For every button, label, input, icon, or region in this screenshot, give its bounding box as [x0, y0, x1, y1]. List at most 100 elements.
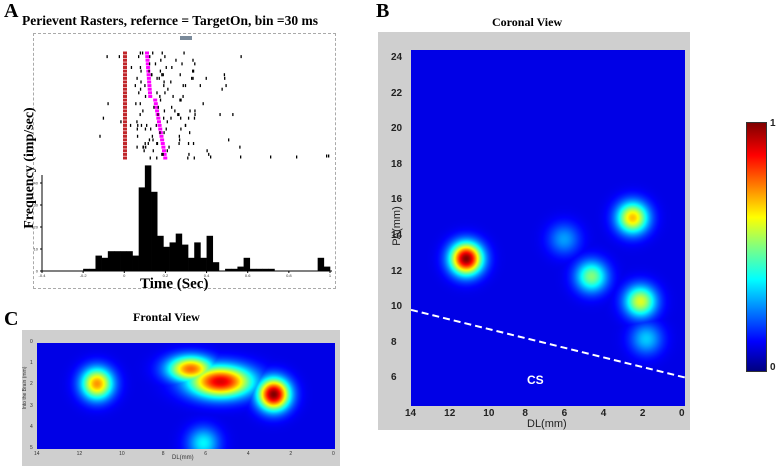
reference-marker: [123, 73, 127, 77]
spike-tick: [138, 91, 140, 95]
panel-a-ylabel: Frequency (imp/sec): [22, 107, 37, 229]
spike-tick: [148, 69, 150, 73]
spike-tick: [224, 76, 226, 80]
spike-tick: [157, 105, 159, 109]
spike-tick: [192, 69, 195, 73]
spike-tick: [153, 105, 155, 109]
response-marker: [163, 156, 168, 160]
spike-tick: [178, 142, 180, 146]
spike-tick: [152, 51, 154, 55]
response-marker: [145, 51, 149, 55]
spike-tick: [136, 134, 139, 138]
reference-marker: [123, 91, 127, 95]
spike-tick: [232, 113, 234, 117]
cs-overlay: CS: [411, 308, 685, 387]
reference-marker: [123, 131, 127, 135]
hist-xtick-label: 0.2: [163, 273, 169, 278]
spike-tick: [159, 69, 162, 73]
hist-bar: [114, 251, 121, 271]
reference-marker: [123, 149, 127, 153]
spike-tick: [187, 142, 190, 146]
response-marker: [154, 105, 159, 109]
response-marker: [162, 149, 167, 153]
spike-tick: [183, 51, 185, 55]
hist-bar: [237, 266, 244, 271]
spike-tick: [192, 76, 194, 80]
panel-a-xlabel: Time (Sec): [140, 276, 209, 292]
coronal-ytick-label: 6: [391, 372, 397, 384]
spike-tick: [139, 113, 141, 117]
spike-tick: [162, 152, 164, 156]
spike-tick: [136, 120, 138, 124]
hist-bar: [262, 268, 269, 271]
hist-bar: [225, 268, 232, 271]
spike-tick: [178, 113, 180, 117]
spike-tick: [184, 123, 187, 127]
spike-tick: [135, 102, 137, 106]
cs-sulcus-line: [411, 308, 685, 379]
coronal-ytick-label: 16: [391, 194, 403, 206]
response-marker: [156, 120, 161, 124]
coronal-ytick-label: 10: [391, 301, 403, 313]
reference-marker: [123, 134, 127, 138]
spike-tick: [210, 155, 212, 159]
response-marker: [157, 123, 162, 127]
response-marker: [158, 127, 163, 131]
spike-tick: [296, 155, 298, 159]
spike-tick: [194, 62, 196, 66]
reference-marker: [123, 94, 127, 98]
hist-bar: [132, 255, 139, 271]
coronal-xtick-label: 14: [405, 408, 417, 419]
spike-tick: [142, 145, 144, 149]
hist-bar: [231, 268, 238, 271]
spike-tick: [187, 116, 190, 120]
spike-tick: [171, 65, 173, 69]
response-marker: [146, 69, 151, 73]
spike-tick: [161, 152, 163, 156]
spike-tick: [240, 55, 242, 59]
hist-bar: [243, 257, 251, 271]
spike-tick: [156, 156, 158, 160]
spike-tick: [194, 109, 196, 113]
spike-tick: [193, 116, 196, 120]
frontal-ytick-label: 4: [30, 423, 33, 430]
reference-marker: [123, 152, 127, 156]
spike-tick: [134, 84, 136, 88]
frontal-ytick-label: 2: [30, 381, 33, 388]
hist-bar: [317, 257, 325, 271]
spike-tick: [328, 154, 330, 158]
hist-ytick-label: 20: [34, 225, 39, 230]
spike-tick: [156, 76, 158, 80]
spike-tick: [156, 142, 159, 146]
spike-tick: [178, 134, 181, 138]
spike-tick: [145, 145, 147, 149]
hist-ytick-label: 10: [34, 247, 39, 252]
reference-marker: [123, 138, 127, 142]
hist-bar: [194, 242, 201, 271]
spike-tick: [165, 127, 167, 131]
spike-tick: [106, 55, 108, 59]
coronal-xtick-label: 12: [444, 408, 456, 419]
spike-tick: [182, 84, 184, 88]
response-marker: [160, 142, 165, 146]
spike-tick: [193, 156, 195, 160]
hist-xtick-label: 0.6: [245, 273, 251, 278]
spike-tick: [189, 109, 191, 113]
spike-tick: [179, 98, 181, 102]
reference-marker: [123, 51, 127, 55]
spike-tick: [150, 127, 152, 131]
spike-tick: [144, 94, 147, 98]
hist-bar: [181, 244, 189, 271]
spike-tick: [184, 84, 187, 88]
response-marker: [147, 80, 152, 84]
spike-tick: [136, 76, 138, 80]
spike-tick: [177, 113, 179, 117]
hist-bar: [151, 191, 158, 271]
reference-marker: [123, 102, 127, 106]
response-marker: [145, 55, 150, 59]
response-marker: [155, 109, 160, 113]
colorbar-min-label: 0: [770, 362, 776, 373]
response-marker: [153, 98, 158, 102]
spike-tick: [180, 127, 182, 131]
reference-marker: [123, 69, 127, 73]
